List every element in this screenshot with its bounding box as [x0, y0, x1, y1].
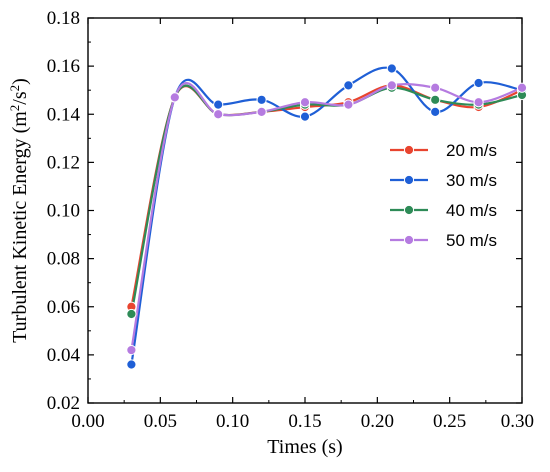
- series-points: [126, 63, 528, 370]
- y-tick-label: 0.18: [47, 8, 80, 29]
- data-point: [213, 109, 224, 120]
- data-point: [213, 99, 224, 110]
- legend-marker: [403, 234, 415, 246]
- data-point: [386, 80, 397, 91]
- x-tick-label: 0.00: [71, 411, 104, 432]
- y-tick-label: 0.14: [47, 104, 81, 125]
- y-tick-label: 0.06: [47, 297, 80, 318]
- legend-marker: [403, 144, 415, 156]
- data-point: [256, 106, 267, 117]
- y-axis-title: Turbulent Kinetic Energy (m2/s2): [7, 78, 32, 343]
- data-point: [299, 97, 311, 108]
- x-tick-label: 0.05: [144, 411, 177, 432]
- y-tick-label: 0.04: [47, 345, 81, 366]
- data-point: [430, 106, 441, 117]
- y-tick-label: 0.10: [47, 201, 80, 222]
- x-tick-label: 0.10: [216, 411, 249, 432]
- data-point: [516, 82, 528, 93]
- y-tick-label: 0.16: [47, 56, 80, 77]
- legend-marker: [403, 174, 415, 186]
- data-point: [343, 99, 354, 110]
- legend-marker: [403, 204, 415, 216]
- axis-ticks: 0.02 0.04 0.06 0.08 0.10 0.12 0.14 0.16 0.18 0.00…: [47, 8, 534, 432]
- legend-label: 30 m/s: [446, 171, 497, 190]
- data-point: [299, 111, 311, 122]
- series-line-1: [130, 84, 523, 307]
- legend-label: 50 m/s: [446, 231, 497, 250]
- data-point: [343, 80, 354, 91]
- legend-label: 20 m/s: [446, 141, 497, 160]
- x-tick-label: 0.15: [288, 411, 321, 432]
- x-axis-title: Times (s): [267, 436, 342, 458]
- series-line-3: [130, 84, 523, 315]
- data-point: [430, 94, 441, 105]
- y-tick-label: 0.12: [47, 152, 80, 173]
- data-point: [126, 308, 137, 320]
- x-tick-label: 0.30: [501, 411, 534, 432]
- y-tick-label: 0.08: [47, 249, 80, 270]
- data-point: [169, 92, 180, 103]
- data-point: [473, 77, 484, 89]
- data-point: [386, 63, 397, 74]
- data-point: [126, 359, 137, 370]
- data-point: [256, 94, 267, 105]
- data-point: [126, 344, 137, 356]
- y-tick-label: 0.02: [47, 393, 80, 414]
- data-point: [473, 97, 484, 108]
- legend-label: 40 m/s: [446, 201, 497, 220]
- legend: 20 m/s 30 m/s 40 m/s 50 m/s: [390, 141, 497, 250]
- x-tick-label: 0.20: [361, 411, 394, 432]
- data-point: [430, 82, 441, 93]
- x-tick-label: 0.25: [433, 411, 466, 432]
